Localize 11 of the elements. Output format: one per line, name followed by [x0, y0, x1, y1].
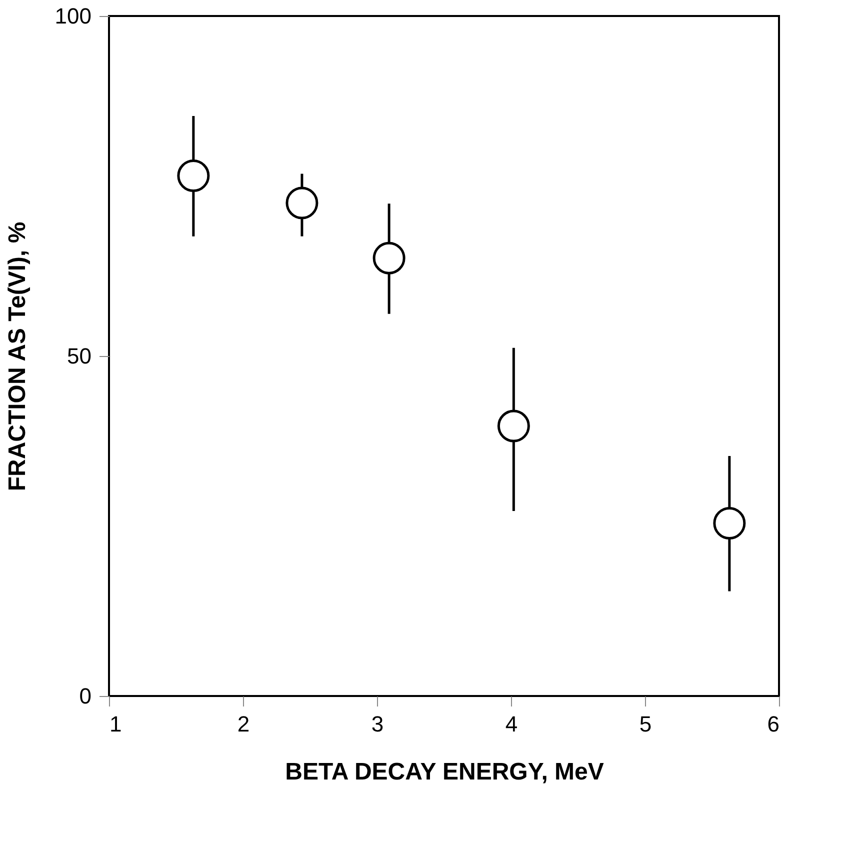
x-tick-label: 4 [505, 712, 518, 736]
x-tick-label: 1 [110, 712, 122, 736]
y-tick-label: 0 [79, 684, 92, 708]
x-tick-label: 6 [767, 712, 780, 736]
x-axis-title: BETA DECAY ENERGY, MeV [285, 758, 604, 786]
x-tick-label: 2 [237, 712, 250, 736]
x-tick-label: 3 [371, 712, 384, 736]
x-tick-label: 5 [639, 712, 652, 736]
y-tick-label: 50 [67, 344, 92, 368]
y-axis-title: FRACTION AS Te(VI), % [4, 222, 31, 492]
y-tick-label: 100 [54, 4, 92, 28]
